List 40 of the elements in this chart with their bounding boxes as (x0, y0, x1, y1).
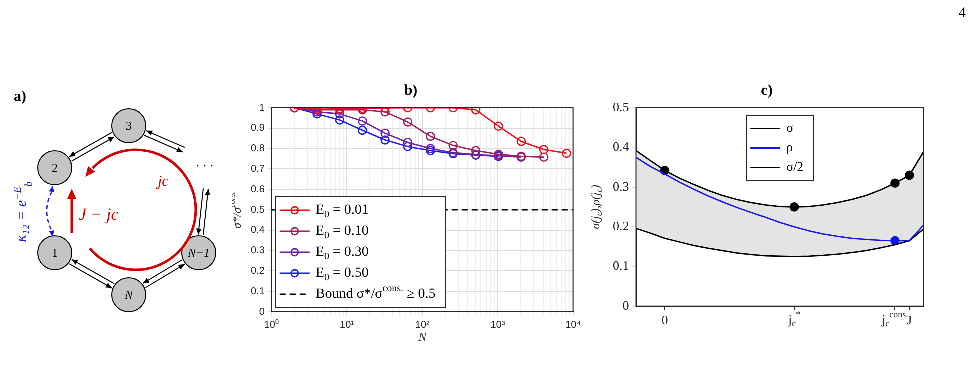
text: · · · (196, 159, 214, 173)
y-tick-label: 0 (622, 298, 630, 313)
chart-title: c) (761, 82, 773, 99)
y-tick-label: 0.3 (250, 246, 266, 257)
y-tick-label: 0.3 (613, 178, 630, 194)
legend-label: σ (786, 120, 794, 136)
text: N (124, 288, 134, 302)
y-tick-label: 0.5 (250, 204, 266, 216)
y-tick-label: 0.1 (613, 258, 630, 274)
text: 2 (52, 161, 58, 175)
text: a) (14, 89, 26, 105)
x-tick-label: 0 (662, 312, 668, 328)
x-tick-label: J (907, 312, 912, 328)
x-tick-label: 10¹ (340, 320, 356, 331)
y-tick-label: 0.1 (250, 286, 266, 298)
y-tick-label: 0.2 (250, 266, 266, 277)
y-tick-label: 0.9 (250, 123, 266, 134)
text: 1 (52, 246, 58, 260)
y-tick-label: 0.6 (250, 184, 266, 196)
x-tick-label: 10³ (490, 320, 506, 331)
x-axis-title: N (418, 330, 428, 344)
legend-label: σ/2 (786, 159, 804, 174)
text: jc (156, 174, 170, 190)
x-tick-label: 10⁴ (566, 320, 581, 331)
y-tick-label: 0.8 (250, 144, 266, 155)
y-tick-label: 1 (259, 102, 266, 114)
y-tick-label: 0.2 (613, 218, 630, 234)
text: 3 (126, 119, 132, 133)
x-tick-label: 10² (415, 320, 430, 331)
y-tick-label: 0.4 (613, 139, 630, 154)
text: J − jc (79, 205, 120, 224)
text: N−1 (186, 246, 210, 260)
y-tick-label: 0.4 (250, 225, 266, 236)
chart-title: b) (404, 82, 418, 99)
y-tick-label: 0.5 (613, 99, 630, 114)
y-axis-title: σ(jc),ρ(jc) (588, 184, 604, 230)
x-tick-label: 10⁰ (264, 318, 280, 331)
text: 4 (959, 6, 966, 22)
y-tick-label: 0.7 (250, 164, 266, 175)
legend-label: ρ (786, 140, 794, 155)
